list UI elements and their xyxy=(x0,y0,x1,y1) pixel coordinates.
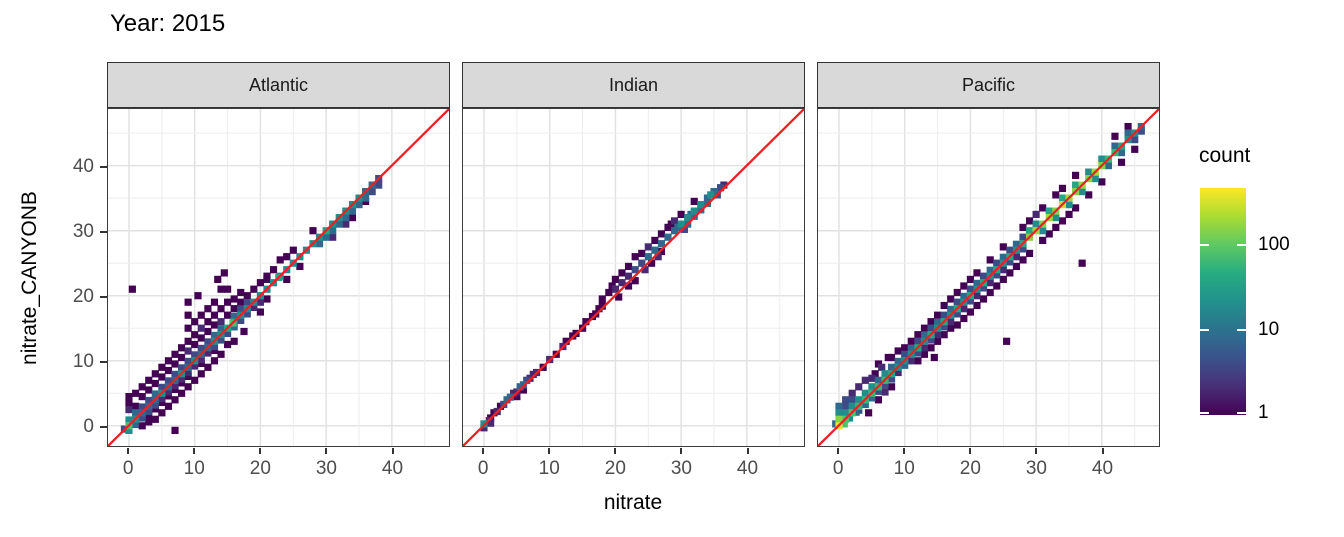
legend-tick-label: 10 xyxy=(1258,319,1280,340)
facet-label: Pacific xyxy=(961,74,1015,95)
legend-tick-mark xyxy=(1200,412,1209,415)
x-tick-mark xyxy=(325,448,328,454)
x-tick-mark xyxy=(127,448,130,454)
x-tick-label: 30 xyxy=(1025,458,1047,479)
facet-panel-pacific xyxy=(817,108,1160,447)
facet-strip-pacific: Pacific xyxy=(817,62,1160,108)
facet-panel-atlantic xyxy=(107,108,450,447)
x-tick-mark xyxy=(1101,448,1104,454)
y-tick-label: 20 xyxy=(72,285,94,307)
y-axis-title: nitrate_CANYONB xyxy=(18,191,41,365)
y-tick-label: 30 xyxy=(72,220,94,242)
x-tick-mark xyxy=(680,448,683,454)
x-axis-indian: 0 10 20 30 40 xyxy=(462,447,805,487)
facet-panel-indian xyxy=(462,108,805,447)
legend-tick-label: 100 xyxy=(1258,234,1290,255)
indian-plot-area xyxy=(463,109,804,446)
y-tick-label: 10 xyxy=(72,350,94,372)
x-tick-mark xyxy=(746,448,749,454)
legend-tick-label: 1 xyxy=(1258,402,1269,423)
y-tick-mark xyxy=(100,165,107,168)
x-tick-mark xyxy=(259,448,262,454)
x-tick-mark xyxy=(391,448,394,454)
atlantic-plot-area xyxy=(108,109,449,446)
x-tick-label: 10 xyxy=(538,458,560,479)
x-tick-label: 30 xyxy=(670,458,692,479)
x-tick-label: 20 xyxy=(604,458,626,479)
x-tick-label: 0 xyxy=(832,458,844,479)
x-tick-label: 10 xyxy=(183,458,205,479)
plot-title: Year: 2015 xyxy=(110,10,226,37)
pacific-plot-area xyxy=(818,109,1159,446)
x-tick-label: 40 xyxy=(1091,458,1114,479)
y-tick-mark xyxy=(100,425,107,428)
x-tick-label: 20 xyxy=(959,458,981,479)
x-axis-pacific: 0 10 20 30 40 xyxy=(817,447,1160,487)
x-tick-mark xyxy=(837,448,840,454)
legend-colorbar xyxy=(1200,188,1246,415)
facet-label: Atlantic xyxy=(248,74,309,95)
y-tick-label: 40 xyxy=(72,155,94,177)
x-tick-mark xyxy=(548,448,551,454)
facet-strip-atlantic: Atlantic xyxy=(107,62,450,108)
x-tick-label: 40 xyxy=(736,458,759,479)
legend-tick-mark xyxy=(1237,412,1246,415)
x-tick-mark xyxy=(482,448,485,454)
y-tick-label: 0 xyxy=(83,415,94,437)
x-tick-label: 0 xyxy=(477,458,489,479)
x-axis-atlantic: 0 10 20 30 40 xyxy=(107,447,450,487)
facet-strip-indian: Indian xyxy=(462,62,805,108)
x-axis-title: nitrate xyxy=(603,491,663,514)
legend-tick-mark xyxy=(1200,244,1209,247)
x-tick-label: 10 xyxy=(893,458,915,479)
legend-title: count xyxy=(1199,144,1251,167)
facet-label: Indian xyxy=(608,74,659,95)
x-tick-label: 30 xyxy=(315,458,337,479)
legend-tick-mark xyxy=(1237,329,1246,332)
x-tick-mark xyxy=(903,448,906,454)
legend-tick-mark xyxy=(1237,244,1246,247)
x-tick-mark xyxy=(614,448,617,454)
legend-tick-mark xyxy=(1200,329,1209,332)
x-tick-label: 40 xyxy=(381,458,404,479)
y-tick-mark xyxy=(100,230,107,233)
x-tick-label: 0 xyxy=(122,458,134,479)
x-tick-label: 20 xyxy=(249,458,271,479)
x-tick-mark xyxy=(193,448,196,454)
y-tick-mark xyxy=(100,295,107,298)
x-tick-mark xyxy=(969,448,972,454)
x-tick-mark xyxy=(1035,448,1038,454)
y-tick-mark xyxy=(100,360,107,363)
